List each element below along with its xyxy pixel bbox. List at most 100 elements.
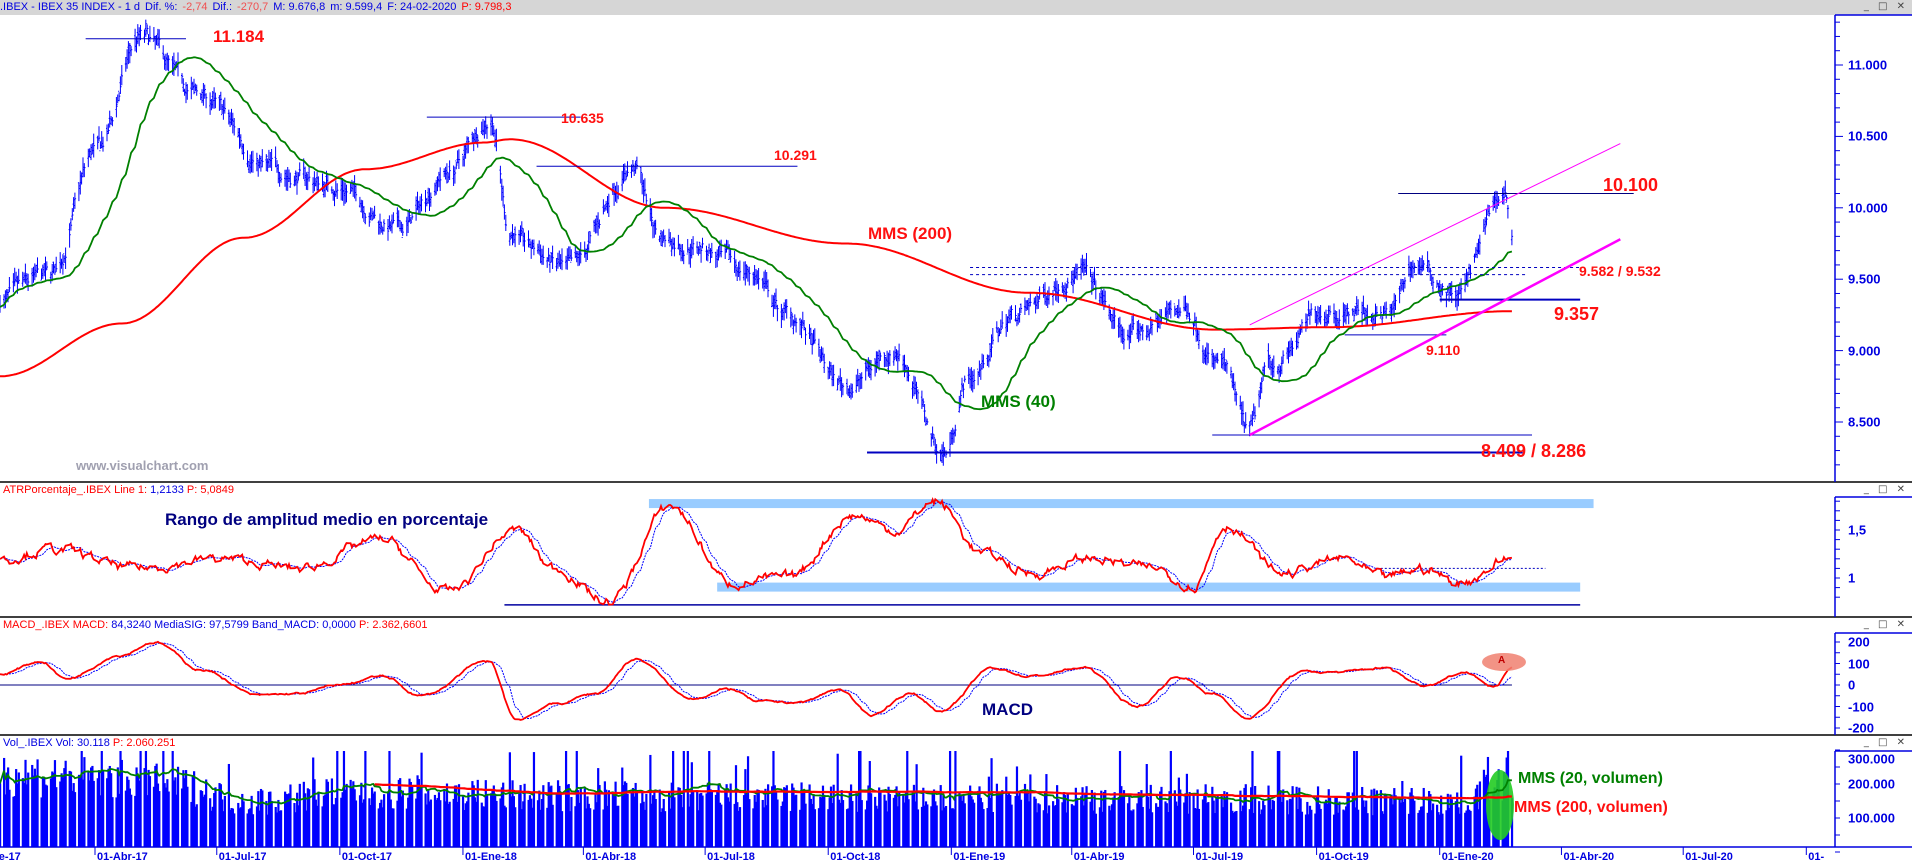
- volume-bar: [350, 788, 354, 847]
- volume-bar: [1326, 803, 1329, 847]
- volume-bar: [1362, 800, 1365, 847]
- volume-bar: [213, 793, 216, 847]
- chart-frame: [0, 14, 1912, 855]
- volume-bar: [1211, 786, 1214, 847]
- price-bar: [888, 350, 891, 367]
- volume-bar: [43, 778, 46, 847]
- volume-bar: [678, 787, 681, 847]
- volume-bar: [558, 785, 561, 847]
- price-bar: [566, 248, 569, 270]
- price-bar: [664, 235, 667, 248]
- volume-bar: [88, 780, 91, 847]
- volume-bar: [1220, 794, 1223, 847]
- volume-bar: [686, 751, 689, 847]
- volume-bar: [464, 803, 467, 847]
- volume-bar: [995, 783, 999, 847]
- volume-bar: [8, 789, 11, 847]
- price-bar: [898, 343, 901, 362]
- price-bar: [923, 404, 926, 423]
- volume-bar: [405, 808, 408, 847]
- volume-bar: [1375, 790, 1379, 847]
- price-bar: [1474, 247, 1477, 258]
- volume-bar: [1213, 813, 1217, 847]
- volume-bar: [1449, 794, 1452, 847]
- volume-bar: [154, 765, 157, 847]
- volume-bar: [1454, 801, 1457, 847]
- volume-bar: [763, 807, 766, 847]
- volume-bar: [427, 790, 430, 847]
- volume-bar: [875, 805, 878, 847]
- volume-bar: [714, 794, 718, 847]
- price-bar: [846, 378, 849, 395]
- price-bar: [1109, 309, 1112, 322]
- volume-bar: [380, 799, 383, 847]
- volume-bar: [621, 767, 624, 847]
- price-bar: [870, 360, 873, 381]
- price-bar: [962, 383, 965, 399]
- volume-bar: [547, 782, 550, 847]
- volume-bar: [978, 786, 981, 847]
- volume-bar: [1410, 788, 1413, 847]
- price-bar: [1432, 276, 1435, 294]
- volume-bar: [231, 808, 235, 847]
- volume-bar: [1229, 802, 1233, 847]
- vol-window-buttons[interactable]: _ □ ✕: [1863, 737, 1908, 748]
- volume-bar: [1315, 796, 1318, 847]
- volume-bar: [1023, 783, 1027, 847]
- volume-bar: [1027, 801, 1031, 847]
- price-bar: [587, 231, 590, 252]
- volume-bar: [1231, 810, 1234, 847]
- volume-bar: [973, 802, 976, 847]
- price-bar: [701, 237, 704, 249]
- atr-window-buttons[interactable]: _ □ ✕: [1863, 484, 1908, 495]
- volume-bar: [1225, 792, 1229, 847]
- macd-window-buttons[interactable]: _ □ ✕: [1863, 619, 1908, 630]
- volume-bar: [884, 800, 887, 847]
- price-bar: [817, 338, 821, 357]
- dif-label: Dif.:: [212, 1, 233, 13]
- price-bar: [1251, 410, 1254, 427]
- volume-bar: [623, 781, 627, 847]
- price-bar: [183, 88, 186, 96]
- volume-bar: [1347, 792, 1350, 847]
- volume-bar: [688, 806, 691, 847]
- x-axis-label: 01-Oct-17: [341, 851, 392, 863]
- volume-bar: [1104, 789, 1107, 847]
- volume-bar: [705, 793, 708, 847]
- main-window-buttons[interactable]: _ □ ✕: [1863, 1, 1908, 12]
- volume-bar: [930, 806, 933, 847]
- price-bar: [1484, 217, 1487, 235]
- volume-bar: [653, 791, 656, 847]
- price-bar: [1129, 323, 1132, 344]
- volume-bar: [369, 805, 372, 847]
- price-bar: [915, 381, 918, 400]
- volume-bar: [924, 801, 928, 847]
- volume-bar: [1221, 807, 1225, 847]
- volume-bar: [1328, 797, 1332, 847]
- volume-bar: [508, 752, 511, 847]
- volume-bar: [1441, 813, 1444, 847]
- price-bar: [999, 319, 1002, 334]
- price-bar: [1122, 328, 1126, 350]
- price-bar: [1282, 350, 1285, 364]
- price-bar: [1345, 305, 1348, 325]
- price-bar: [1113, 307, 1116, 329]
- macd-marker-label: A: [1498, 655, 1506, 666]
- price-bar: [859, 373, 862, 390]
- price-bar: [267, 149, 271, 168]
- price-bar: [1179, 307, 1182, 317]
- price-bar: [785, 299, 788, 319]
- price-bar: [841, 383, 845, 396]
- volume-bar: [658, 789, 661, 847]
- volume-bar: [729, 783, 732, 847]
- volume-bar: [1076, 797, 1079, 847]
- volume-bar: [570, 796, 573, 847]
- volume-bar: [744, 769, 747, 847]
- volume-bar: [502, 782, 505, 847]
- price-bar: [605, 200, 608, 211]
- volume-bar: [962, 794, 965, 847]
- volume-bar: [408, 778, 411, 847]
- volume-bar: [1429, 794, 1432, 847]
- price-bar: [1132, 313, 1135, 330]
